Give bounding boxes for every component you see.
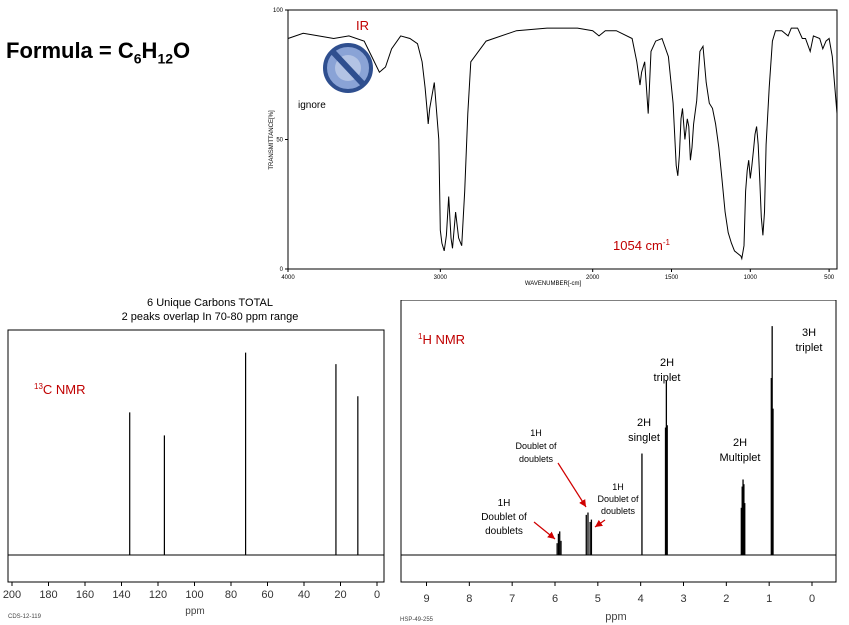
c13-note-line1: 6 Unique Carbons TOTAL <box>147 297 273 309</box>
c13-x-tick-label: 180 <box>39 589 57 601</box>
formula-o: O <box>173 38 191 63</box>
h1-annotation-line: 2H <box>660 357 674 369</box>
h1-annotation-vinyl-5-1: 1H Doublet of doublets <box>597 482 639 516</box>
h1-peaks <box>556 326 774 555</box>
c13-peaks <box>129 352 359 555</box>
h1-arrow-vinyl-5-9 <box>533 521 556 540</box>
h1-x-tick-label: 6 <box>552 593 558 605</box>
c13-plot-frame <box>7 329 385 583</box>
ir-x-tick-label: 1500 <box>665 275 679 281</box>
ir-x-tick-label: 500 <box>824 275 835 281</box>
c13-x-tick-label: 120 <box>149 589 167 601</box>
h1-annotation-line: 2H <box>733 437 747 449</box>
h1-annotation-line: doublets <box>601 506 636 516</box>
formula-title: Formula = C6H12O <box>6 38 190 66</box>
c13-x-tick-label: 80 <box>225 589 237 601</box>
ir-label: IR <box>356 18 369 33</box>
h1-annotation-singlet: 2H singlet <box>628 417 660 444</box>
h1-x-axis-label: ppm <box>605 611 626 623</box>
h1-x-tick-label: 4 <box>638 593 644 605</box>
h1-x-tick-label: 0 <box>809 593 815 605</box>
ir-x-axis-label: WAVENUMBER[-cm] <box>525 281 582 287</box>
h1-annotation-line: triplet <box>654 372 681 384</box>
c13-code: CDS-12-119 <box>8 614 42 620</box>
c13-label: 13C NMR <box>34 382 86 397</box>
h1-annotation-line: 1H <box>498 498 511 509</box>
h1-annotation-line: 1H <box>530 428 542 438</box>
c13-x-tick-label: 40 <box>298 589 310 601</box>
ir-ignore-label: ignore <box>298 100 326 111</box>
h1-annotation-vinyl-5-9: 1H Doublet of doublets <box>481 498 527 537</box>
c13-x-tick-label: 60 <box>261 589 273 601</box>
h1-annotation-line: Doublet of <box>481 512 527 523</box>
formula-h-count: 12 <box>157 50 174 67</box>
h1-arrow-vinyl-5-1 <box>594 519 606 528</box>
ir-peak-label: 1054 cm-1 <box>613 238 671 253</box>
h1-annotation-line: singlet <box>628 432 660 444</box>
c13-x-tick-label: 0 <box>374 589 380 601</box>
h1-x-tick-label: 3 <box>680 593 686 605</box>
h1-x-tick-label: 2 <box>723 593 729 605</box>
c13-x-axis-label: ppm <box>185 606 204 617</box>
h1-x-tick-label: 5 <box>595 593 601 605</box>
c13-x-tick-label: 160 <box>76 589 94 601</box>
h1-annotation-line: 1H <box>612 482 624 492</box>
ir-x-tick-label: 4000 <box>281 275 295 281</box>
h1-code: HSP-49-255 <box>400 617 434 623</box>
h1-annotation-multiplet: 2H Multiplet <box>720 437 761 464</box>
h1-annotation-triplet-0-9: 3H triplet <box>796 327 823 354</box>
h1-annotation-line: doublets <box>519 454 554 464</box>
formula-prefix: Formula = C <box>6 38 134 63</box>
ir-y-tick-label: 100 <box>273 8 284 14</box>
ir-y-tick-label: 0 <box>280 267 284 273</box>
c13-note: 6 Unique Carbons TOTAL 2 peaks overlap I… <box>60 296 360 324</box>
c13-nmr-chart: 200 180 160 140 120 100 80 60 40 20 0 13C NMR ppm … <box>3 329 385 620</box>
h1-label: 1H NMR <box>418 332 465 347</box>
formula-c-count: 6 <box>133 50 142 67</box>
c13-x-tick-label: 140 <box>112 589 130 601</box>
c13-x-tick-label: 200 <box>3 589 21 601</box>
formula-h: H <box>141 38 158 63</box>
h1-annotation-line: 3H <box>802 327 816 339</box>
c13-axis-ticks: 200 180 160 140 120 100 80 60 40 20 0 <box>3 582 380 601</box>
h1-axis-ticks: 9 8 7 6 5 4 3 2 1 0 <box>423 582 815 605</box>
ir-x-tick-label: 1000 <box>744 275 758 281</box>
h1-arrow-vinyl-5-2 <box>557 462 587 508</box>
c13-x-tick-label: 20 <box>334 589 346 601</box>
h1-annotation-line: Multiplet <box>720 452 761 464</box>
c13-x-tick-label: 100 <box>185 589 203 601</box>
h1-x-tick-label: 8 <box>466 593 472 605</box>
ir-axis-ticks: 4000 3000 2000 1500 1000 500 0 50 100 <box>273 8 835 281</box>
h1-annotation-vinyl-5-2: 1H Doublet of doublets <box>515 428 557 464</box>
c13-note-line2: 2 peaks overlap In 70-80 ppm range <box>121 311 299 323</box>
h1-annotation-line: triplet <box>796 342 823 354</box>
h1-annotation-line: Doublet of <box>597 494 639 504</box>
ir-spectrum-line <box>287 27 838 261</box>
h1-plot-frame <box>400 300 837 583</box>
ir-y-tick-label: 50 <box>276 138 283 144</box>
h1-x-tick-label: 1 <box>766 593 772 605</box>
no-symbol-icon <box>323 43 373 93</box>
h1-annotation-line: Doublet of <box>515 441 557 451</box>
h1-annotation-line: 2H <box>637 417 651 429</box>
h1-x-tick-label: 9 <box>423 593 429 605</box>
h1-annotation-line: doublets <box>485 526 523 537</box>
h1-nmr-chart: 9 8 7 6 5 4 3 2 1 0 1H NMR 1H Doublet of doublets… <box>400 300 837 623</box>
ir-x-tick-label: 2000 <box>586 275 600 281</box>
h1-x-tick-label: 7 <box>509 593 515 605</box>
ir-x-tick-label: 3000 <box>434 275 448 281</box>
h1-annotation-triplet-3-4: 2H triplet <box>654 357 681 384</box>
ir-spectrum-chart: 4000 3000 2000 1500 1000 500 0 50 100 TRANSMITTA… <box>269 8 838 287</box>
ir-y-axis-label: TRANSMITTANCE[%] <box>269 110 275 170</box>
